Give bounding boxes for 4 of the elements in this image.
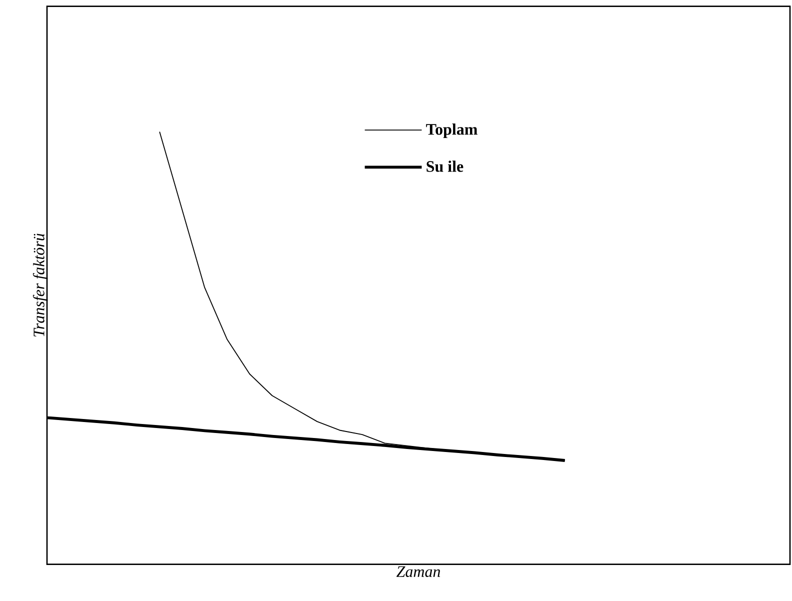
x-axis-title: Zaman (396, 566, 440, 577)
legend-label: Su ile (426, 160, 464, 172)
y-axis-title: Transfer faktörü (32, 234, 48, 336)
legend-label: Toplam (426, 123, 478, 138)
